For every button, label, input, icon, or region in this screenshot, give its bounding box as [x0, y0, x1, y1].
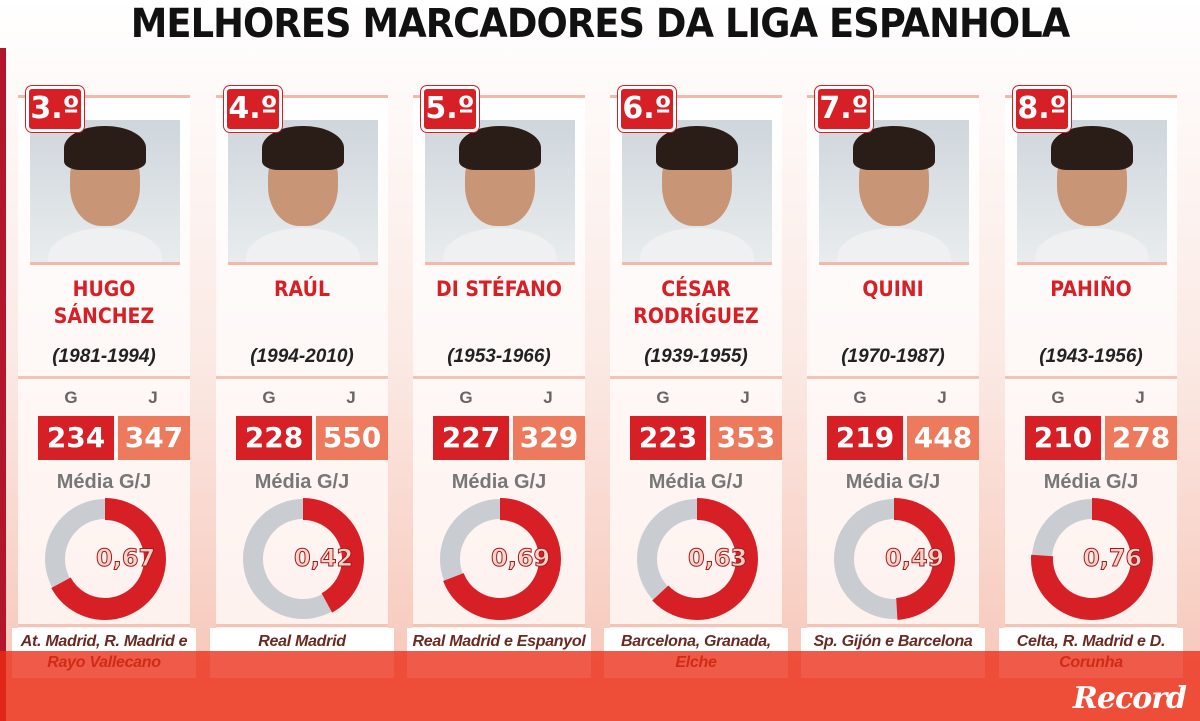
- donut-fill: [44, 498, 166, 620]
- divider: [413, 624, 585, 627]
- games-label: J: [1135, 388, 1145, 407]
- average-donut: [439, 498, 561, 620]
- player-photo: [622, 120, 772, 265]
- goals-value: 223: [630, 416, 706, 460]
- average-donut: [636, 498, 758, 620]
- games-label: J: [148, 388, 158, 407]
- games-value: 347: [118, 416, 190, 460]
- games-value: 329: [513, 416, 585, 460]
- career-years: (1970-1987): [841, 346, 945, 367]
- divider: [1005, 376, 1177, 379]
- record-logo: Record: [1072, 681, 1187, 716]
- player-card: 7.º QUINI (1970-1987) G J 219 448 Média …: [801, 86, 985, 678]
- infographic-title: MELHORES MARCADORES DA LIGA ESPANHOLA: [130, 1, 1071, 47]
- donut-fill: [439, 498, 561, 620]
- goals-value: 228: [236, 416, 312, 460]
- player-photo: [30, 120, 180, 265]
- average-label: Média G/J: [254, 471, 350, 493]
- rank-badge: 3.º: [26, 86, 84, 132]
- divider: [413, 376, 585, 379]
- rank-badge: 4.º: [224, 86, 282, 132]
- donut-fill: [636, 498, 758, 620]
- donut-fill: [242, 498, 364, 620]
- average-value: 0,76: [1082, 544, 1143, 573]
- games-value: 550: [316, 416, 388, 460]
- player-card: 6.º CÉSAR RODRÍGUEZ (1939-1955) G J 223 …: [604, 86, 788, 678]
- average-label: Média G/J: [451, 471, 547, 493]
- player-photo: [819, 120, 969, 265]
- games-label: J: [346, 388, 356, 407]
- games-value: 448: [907, 416, 979, 460]
- player-name: PAHIÑO: [1050, 277, 1132, 301]
- games-label: J: [543, 388, 553, 407]
- average-value: 0,67: [95, 544, 156, 573]
- donut-fill: [833, 498, 955, 620]
- player-name: RAÚL: [274, 277, 330, 301]
- goals-label: G: [853, 388, 867, 407]
- divider: [18, 624, 190, 627]
- divider: [18, 376, 190, 379]
- goals-label: G: [262, 388, 276, 407]
- games-value: 278: [1105, 416, 1177, 460]
- player-card: 5.º DI STÉFANO (1953-1966) G J 227 329 M…: [407, 86, 591, 678]
- player-name: CÉSAR RODRÍGUEZ: [633, 277, 759, 328]
- donut-fill: [1031, 498, 1153, 620]
- career-years: (1953-1966): [447, 346, 551, 367]
- goals-value: 234: [38, 416, 114, 460]
- bottom-banner: [0, 651, 1200, 721]
- rank-badge: 7.º: [815, 86, 873, 132]
- average-value: 0,63: [687, 544, 748, 573]
- player-name: QUINI: [862, 277, 924, 301]
- average-donut: [242, 498, 364, 620]
- career-years: (1939-1955): [644, 346, 748, 367]
- left-accent-bar: [0, 48, 6, 721]
- rank-badge: 5.º: [421, 86, 479, 132]
- player-name: DI STÉFANO: [436, 277, 562, 301]
- divider: [807, 376, 979, 379]
- rank-badge: 6.º: [618, 86, 676, 132]
- career-years: (1981-1994): [52, 346, 156, 367]
- average-value: 0,42: [293, 544, 354, 573]
- average-value: 0,69: [490, 544, 551, 573]
- goals-value: 227: [433, 416, 509, 460]
- divider: [807, 624, 979, 627]
- player-card: 4.º RAÚL (1994-2010) G J 228 550 Média G…: [210, 86, 394, 678]
- average-label: Média G/J: [845, 471, 941, 493]
- average-donut: [1031, 498, 1153, 620]
- goals-label: G: [656, 388, 670, 407]
- average-label: Média G/J: [648, 471, 744, 493]
- player-card: 3.º HUGO SÁNCHEZ (1981-1994) G J 234 347…: [12, 86, 196, 678]
- divider: [216, 376, 388, 379]
- divider: [610, 376, 782, 379]
- player-photo: [1017, 120, 1167, 265]
- player-photo: [425, 120, 575, 265]
- average-label: Média G/J: [1043, 471, 1139, 493]
- player-name: HUGO SÁNCHEZ: [53, 277, 155, 328]
- games-label: J: [937, 388, 947, 407]
- average-label: Média G/J: [56, 471, 152, 493]
- career-years: (1994-2010): [250, 346, 354, 367]
- divider: [1005, 624, 1177, 627]
- goals-value: 219: [827, 416, 903, 460]
- average-donut: [833, 498, 955, 620]
- games-label: J: [740, 388, 750, 407]
- goals-label: G: [459, 388, 473, 407]
- games-value: 353: [710, 416, 782, 460]
- divider: [216, 624, 388, 627]
- rank-badge: 8.º: [1013, 86, 1071, 132]
- goals-label: G: [1051, 388, 1065, 407]
- goals-value: 210: [1025, 416, 1101, 460]
- goals-label: G: [64, 388, 78, 407]
- divider: [610, 624, 782, 627]
- player-photo: [228, 120, 378, 265]
- career-years: (1943-1956): [1039, 346, 1143, 367]
- average-donut: [44, 498, 166, 620]
- average-value: 0,49: [884, 544, 945, 573]
- player-card: 8.º PAHIÑO (1943-1956) G J 210 278 Média…: [999, 86, 1183, 678]
